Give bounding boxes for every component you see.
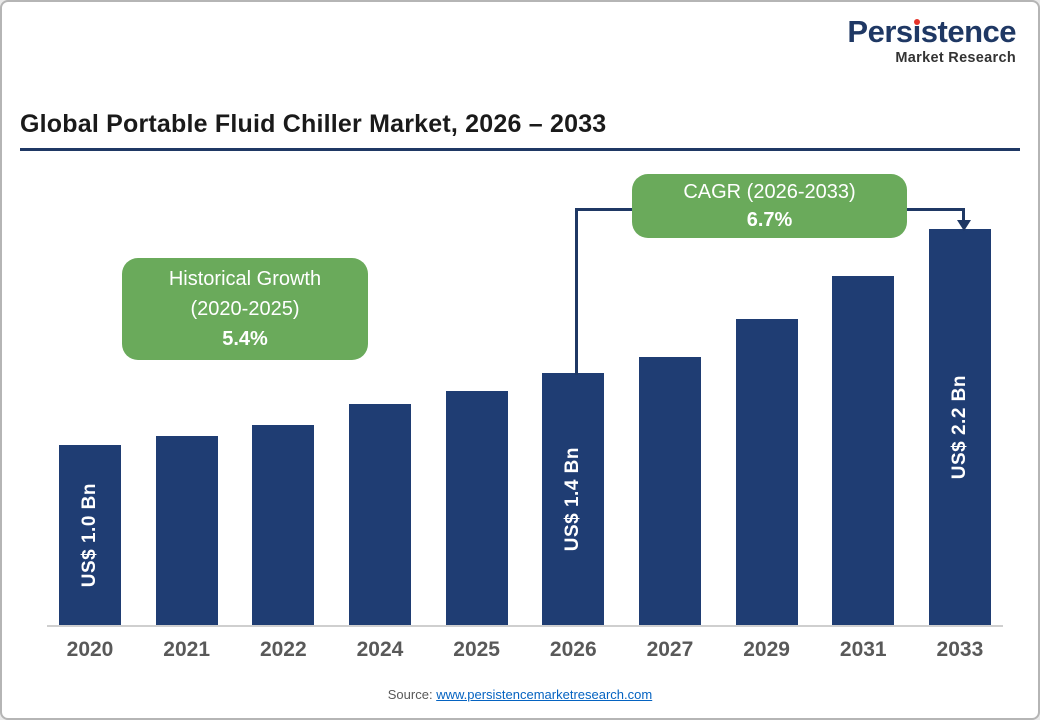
cagr-box: CAGR (2026-2033) 6.7% (632, 174, 907, 238)
x-axis-label-2025: 2025 (453, 638, 500, 661)
x-axis-label-2031: 2031 (839, 638, 887, 661)
source-link[interactable]: www.persistencemarketresearch.com (436, 687, 653, 702)
bars: US$ 1.0 Bn US$ 1.4 Bn US$ 2.2 Bn (47, 167, 1003, 625)
bar-2020: US$ 1.0 Bn (59, 445, 121, 625)
bar-2029 (735, 319, 798, 625)
bar-2025 (445, 391, 508, 625)
bar-2031 (832, 276, 895, 625)
bar-2033: US$ 2.2 Bn (928, 229, 991, 625)
cagr-value: 6.7% (746, 209, 793, 231)
historical-growth-period: (2020-2025) (190, 298, 300, 320)
bar-value-label-wrap: US$ 2.2 Bn (929, 229, 991, 625)
brand-subtitle: Market Research (895, 49, 1016, 66)
title-underline-rule (20, 148, 1020, 151)
bar-2027 (638, 357, 701, 625)
historical-growth-title: Historical Growth (168, 268, 322, 290)
source-label: Source: (387, 687, 437, 702)
cagr-arrow-icon (957, 220, 971, 231)
brand-name: Persıstence (847, 14, 1017, 49)
chart-area: US$ 1.0 Bn US$ 1.4 Bn US$ 2.2 Bn (47, 167, 1003, 627)
x-axis-label-2033: 2033 (936, 638, 984, 661)
brand-logo: Persıstence Market Research (847, 14, 1017, 66)
historical-growth-box: Historical Growth (2020-2025) 5.4% (122, 258, 368, 360)
bar-value-label-wrap: US$ 1.4 Bn (542, 373, 604, 625)
bar-value-label: US$ 1.4 Bn (562, 446, 584, 552)
bar-value-label: US$ 1.0 Bn (79, 482, 100, 588)
x-axis-label-2021: 2021 (163, 638, 211, 661)
cagr-title: CAGR (2026-2033) (683, 181, 856, 203)
bar-2024 (348, 404, 411, 625)
bar-value-label-wrap: US$ 1.0 Bn (59, 445, 121, 625)
bar-2026: US$ 1.4 Bn (542, 373, 605, 625)
x-axis-label-2024: 2024 (356, 638, 404, 661)
cagr-connector-left-line (575, 208, 578, 375)
x-axis-label-2029: 2029 (743, 638, 790, 661)
x-axis-label-2027: 2027 (646, 638, 694, 661)
bar-2022 (252, 425, 315, 625)
bar-value-label: US$ 2.2 Bn (948, 374, 970, 480)
cagr-connector-right-line (962, 208, 965, 221)
x-axis-label-2026: 2026 (549, 638, 597, 661)
logo-red-dot-i: ı (912, 14, 922, 49)
page-title: Global Portable Fluid Chiller Market, 20… (20, 110, 607, 138)
brand-name-pre: Pers (847, 14, 913, 49)
x-axis-label-2022: 2022 (259, 638, 307, 661)
source-line: Source: www.persistencemarketresearch.co… (2, 687, 1038, 702)
x-axis-labels: 2020 2021 2022 2024 2025 2026 2027 2029 2031 2033 (47, 638, 1003, 662)
brand-name-post: stence (920, 14, 1017, 49)
historical-growth-value: 5.4% (222, 328, 268, 350)
bar-2021 (155, 436, 218, 625)
x-axis-label-2020: 2020 (66, 638, 114, 661)
